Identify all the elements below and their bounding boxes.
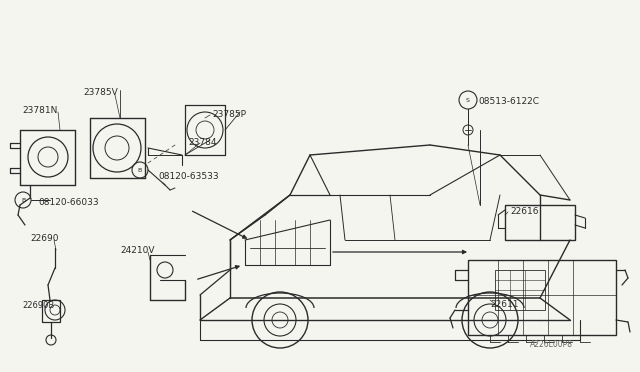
Bar <box>42 300 60 322</box>
Text: 22690: 22690 <box>30 234 58 243</box>
Bar <box>495 270 545 310</box>
Text: 08513-6122C: 08513-6122C <box>478 97 539 106</box>
Text: 08120-63533: 08120-63533 <box>158 172 219 181</box>
Text: 22611: 22611 <box>490 300 518 309</box>
Bar <box>468 260 616 335</box>
Text: S: S <box>466 97 470 103</box>
Text: 23785V: 23785V <box>83 88 118 97</box>
Text: 22690B: 22690B <box>22 301 54 310</box>
Text: 24210V: 24210V <box>120 246 154 255</box>
Text: 22616: 22616 <box>510 207 538 216</box>
Text: B: B <box>21 198 25 202</box>
Text: 23785P: 23785P <box>212 110 246 119</box>
Text: 23784: 23784 <box>188 138 216 147</box>
Text: B: B <box>138 167 142 173</box>
Text: 23781N: 23781N <box>22 106 58 115</box>
Bar <box>505 205 575 240</box>
Text: A226L00P8: A226L00P8 <box>530 340 573 349</box>
Text: 08120-66033: 08120-66033 <box>38 198 99 207</box>
